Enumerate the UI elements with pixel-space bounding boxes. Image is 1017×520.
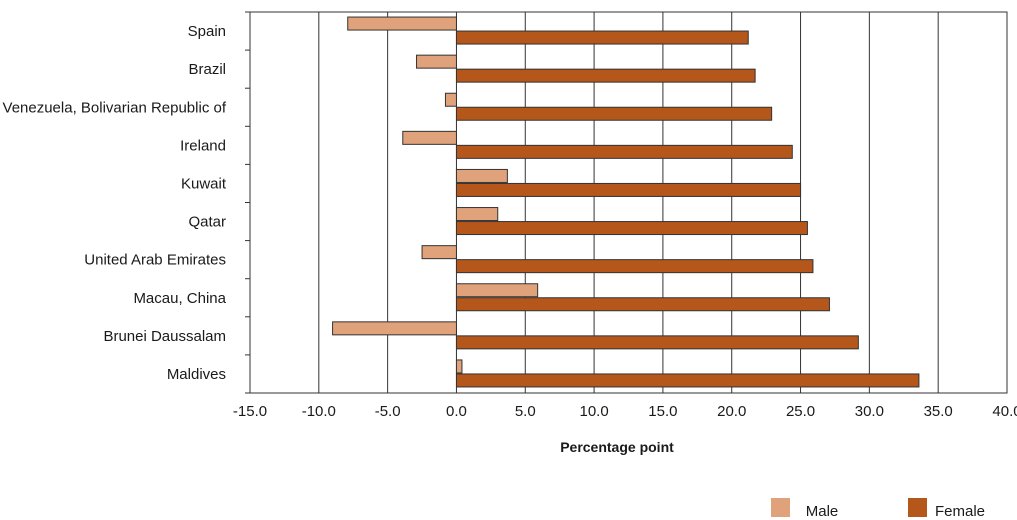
x-tick-label: 0.0	[446, 403, 467, 420]
x-axis-title: Percentage point	[560, 439, 674, 455]
bar-female	[455, 106, 773, 121]
category-label: Kuwait	[181, 175, 227, 192]
bar-female	[455, 259, 814, 274]
category-label: Brunei Daussalam	[103, 328, 226, 345]
bar-female	[455, 335, 859, 350]
category-label: Macau, China	[133, 290, 226, 307]
x-tick-label: -15.0	[233, 403, 267, 420]
legend: Male Female	[771, 498, 985, 520]
category-label: Venezuela, Bolivarian Republic of	[3, 99, 227, 116]
legend-label-male: Male	[806, 503, 839, 520]
x-tick-label: 35.0	[924, 403, 953, 420]
bar-male	[347, 16, 457, 31]
category-label: Qatar	[188, 214, 226, 231]
x-tick-label: 15.0	[648, 403, 677, 420]
x-tick-label: 25.0	[786, 403, 815, 420]
bar-female	[455, 30, 749, 45]
x-tick-label: 40.0	[992, 403, 1017, 420]
category-label: Spain	[188, 23, 226, 40]
legend-swatch-male	[771, 498, 790, 517]
bars	[332, 16, 920, 388]
bar-female	[455, 297, 830, 312]
bar-male	[455, 168, 508, 183]
category-label: Ireland	[180, 137, 226, 154]
x-tick-label: -5.0	[375, 403, 401, 420]
x-tick-label: 30.0	[855, 403, 884, 420]
category-label: United Arab Emirates	[84, 252, 226, 269]
x-tick-label: -10.0	[302, 403, 336, 420]
category-label: Brazil	[188, 61, 226, 78]
bar-female	[455, 221, 808, 236]
x-tick-label: 10.0	[579, 403, 608, 420]
bar-male	[444, 92, 457, 107]
bar-female	[455, 373, 920, 388]
bar-male	[416, 54, 457, 69]
legend-swatch-female	[908, 498, 927, 517]
labels: -15.0 -10.0 -5.0 0.0 5.0 10.0 15.0 20.0 25.0 30.0…	[3, 23, 1017, 420]
bar-male	[455, 207, 499, 222]
bar-female	[455, 68, 756, 83]
axes	[245, 11, 1008, 394]
bar-male	[455, 359, 463, 374]
legend-label-female: Female	[935, 503, 985, 520]
bar-female	[455, 144, 793, 159]
x-tick-label: 20.0	[717, 403, 746, 420]
bar-male	[455, 283, 539, 298]
bar-female	[455, 182, 802, 197]
bar-male	[332, 321, 457, 336]
bar-male	[402, 130, 457, 145]
x-tick-label: 5.0	[515, 403, 536, 420]
bar-male	[421, 245, 457, 260]
category-label: Maldives	[167, 366, 226, 383]
